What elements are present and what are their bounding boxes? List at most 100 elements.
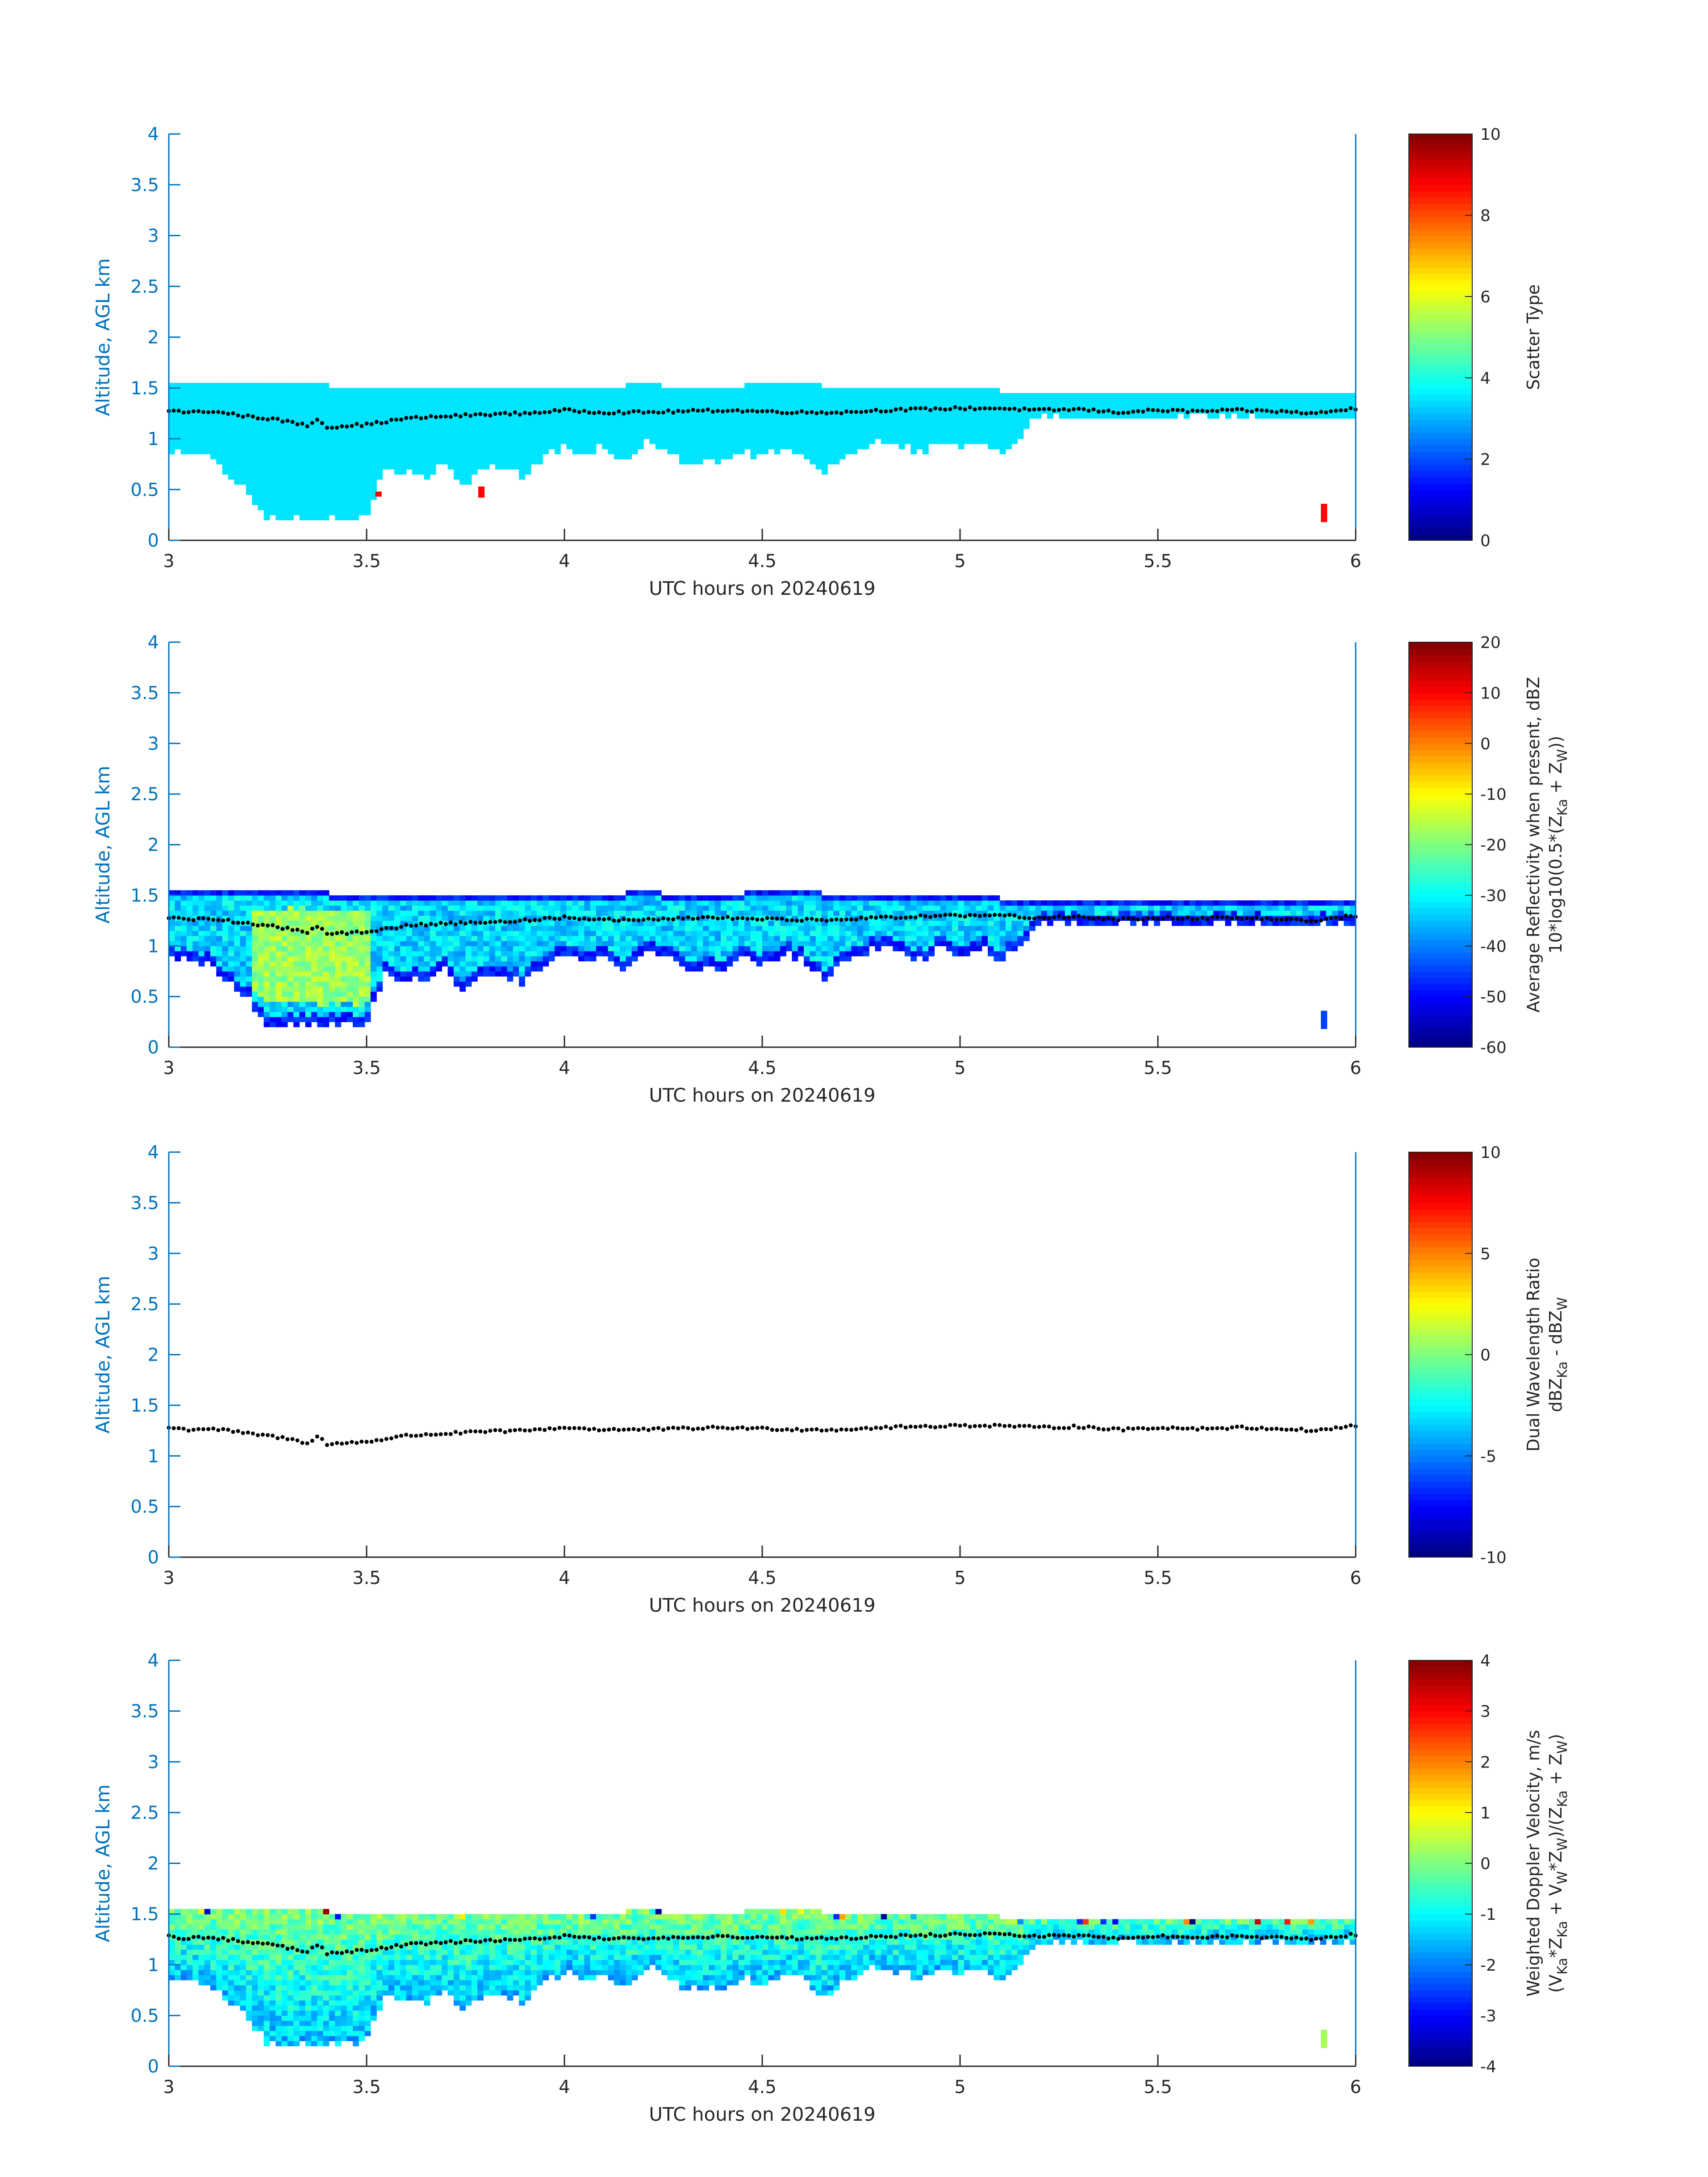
heatmap-cell: [1106, 403, 1113, 409]
heatmap-cell: [750, 449, 757, 455]
heatmap-cell: [252, 474, 258, 480]
heatmap-cell: [287, 890, 294, 896]
heatmap-cell: [519, 454, 525, 460]
heatmap-cell: [263, 398, 270, 404]
heatmap-cell: [513, 900, 519, 906]
heatmap-cell: [347, 961, 353, 967]
heatmap-cell: [750, 946, 757, 952]
heatmap-cell: [519, 434, 525, 439]
heatmap-cell: [792, 925, 798, 931]
heatmap-cell: [905, 940, 911, 946]
cloud-top-marker: [1002, 406, 1007, 411]
heatmap-cell: [685, 936, 692, 941]
heatmap-cell: [210, 393, 217, 399]
heatmap-cell: [697, 393, 703, 399]
heatmap-cell: [465, 951, 472, 957]
heatmap-cell: [905, 910, 911, 916]
heatmap-cell: [851, 393, 858, 399]
heatmap-cell: [311, 940, 317, 946]
heatmap-cell: [287, 443, 294, 449]
heatmap-cell: [180, 393, 187, 399]
heatmap-cell: [661, 403, 668, 409]
heatmap-cell: [697, 905, 703, 911]
heatmap-cell: [928, 388, 935, 393]
cloud-top-marker: [384, 420, 388, 425]
heatmap-cell: [424, 403, 430, 409]
heatmap-cell: [376, 408, 383, 414]
heatmap-cell: [916, 940, 923, 946]
heatmap-cell: [341, 408, 347, 414]
heatmap-cell: [679, 905, 685, 911]
heatmap-cell: [762, 910, 768, 916]
heatmap-cell: [934, 418, 941, 424]
heatmap-cell: [875, 398, 881, 404]
heatmap-cell: [744, 925, 751, 931]
heatmap-cell: [685, 946, 692, 952]
heatmap-cell: [430, 940, 436, 946]
heatmap-cell: [293, 961, 300, 967]
heatmap-cell: [584, 920, 591, 926]
heatmap-cell: [347, 479, 353, 485]
heatmap-cell: [180, 905, 187, 911]
cloud-top-marker: [726, 409, 730, 413]
heatmap-cell: [898, 434, 905, 439]
heatmap-cell: [602, 428, 609, 434]
heatmap-cell: [353, 991, 359, 997]
heatmap-cell: [263, 910, 270, 916]
heatmap-cell: [602, 403, 609, 409]
heatmap-cell: [584, 951, 591, 957]
heatmap-cell: [400, 439, 407, 444]
heatmap-cell: [863, 905, 869, 911]
heatmap-cell: [293, 1017, 300, 1022]
heatmap-cell: [400, 393, 407, 399]
heatmap-cell: [364, 454, 371, 460]
heatmap-cell: [210, 900, 217, 906]
cloud-top-marker: [908, 406, 913, 411]
heatmap-cell: [240, 940, 246, 946]
heatmap-cell: [560, 936, 567, 941]
heatmap-cell: [673, 449, 680, 455]
heatmap-cell: [1172, 413, 1178, 419]
heatmap-cell: [258, 931, 264, 936]
cloud-top-marker: [750, 409, 755, 413]
colorbar-swatch: [1409, 261, 1472, 268]
heatmap-cell: [424, 940, 430, 946]
heatmap-cell: [335, 976, 341, 982]
heatmap-cell: [418, 971, 425, 977]
heatmap-cell: [459, 905, 466, 911]
heatmap-cell: [727, 925, 733, 931]
heatmap-cell: [548, 915, 555, 921]
heatmap-cell: [851, 905, 858, 911]
heatmap-cell: [869, 439, 876, 444]
heatmap-cell: [453, 936, 460, 941]
heatmap-cell: [691, 900, 697, 906]
heatmap-cell: [608, 925, 614, 931]
heatmap-cell: [169, 418, 175, 424]
heatmap-cell: [875, 403, 881, 409]
heatmap-cell: [299, 479, 306, 485]
heatmap-cell: [293, 454, 300, 460]
heatmap-cell: [750, 383, 757, 389]
heatmap-cell: [863, 895, 869, 901]
y-tick-label: 4: [148, 124, 159, 145]
heatmap-cell: [430, 428, 436, 434]
heatmap-cell: [804, 920, 810, 926]
heatmap-cell: [222, 398, 229, 404]
heatmap-cell: [276, 890, 282, 896]
heatmap-cell: [697, 910, 703, 916]
heatmap-cell: [501, 925, 508, 931]
heatmap-cell: [774, 946, 781, 952]
heatmap-cell: [453, 905, 460, 911]
y-tick-label: 1.5: [130, 378, 159, 399]
heatmap-cell: [981, 413, 988, 419]
heatmap-cell: [863, 951, 869, 957]
heatmap-cell: [608, 956, 614, 961]
heatmap-cell: [376, 900, 383, 906]
heatmap-cell: [519, 981, 525, 987]
heatmap-cell: [525, 434, 531, 439]
heatmap-cell: [649, 413, 656, 419]
heatmap-cell: [281, 398, 288, 404]
heatmap-cell: [293, 931, 300, 936]
heatmap-cell: [269, 469, 276, 475]
heatmap-cell: [620, 951, 626, 957]
